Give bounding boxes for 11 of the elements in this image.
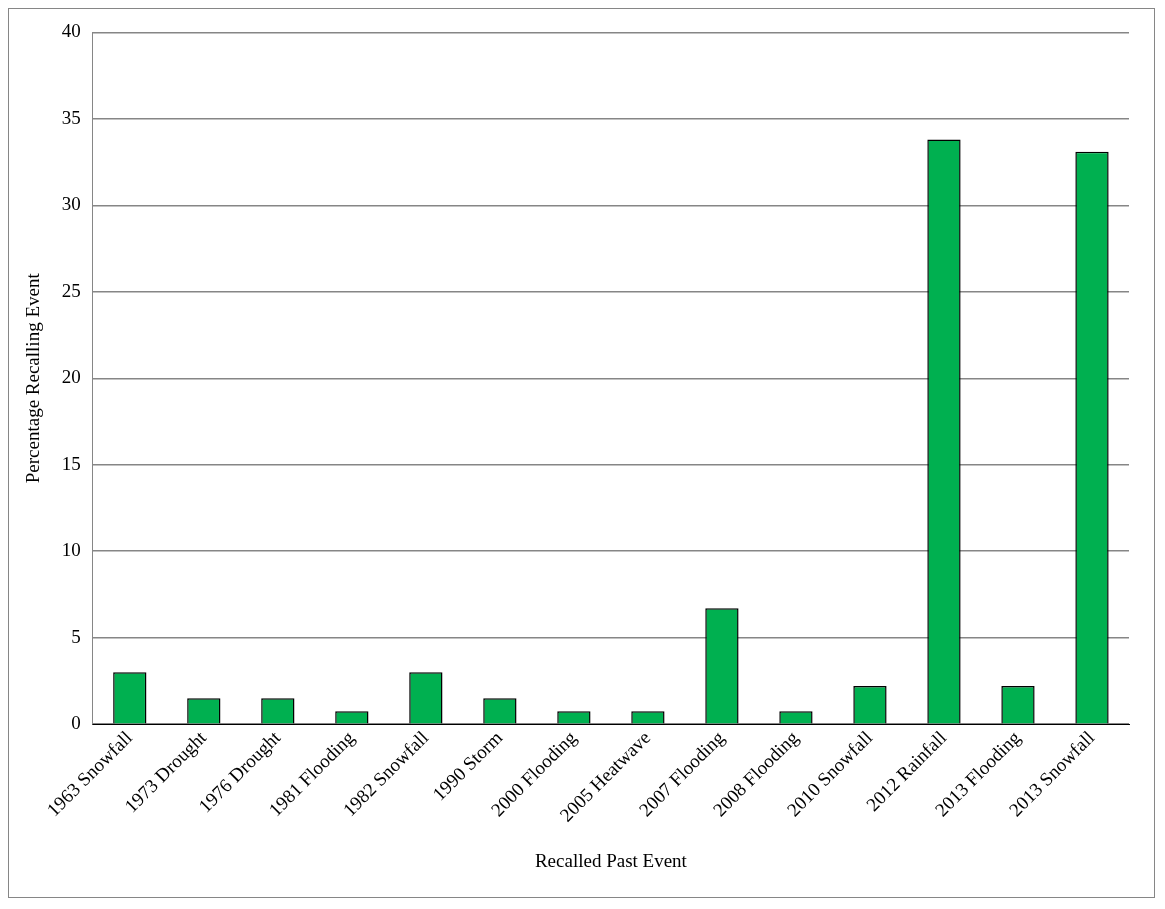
y-tick-label: 40 [61,20,81,42]
y-axis-title: Percentage Recalling Event [22,272,44,484]
y-tick-label: 10 [61,539,81,561]
x-axis-title: Recalled Past Event [534,849,688,871]
y-tick-label: 35 [61,106,81,128]
y-tick-label: 25 [61,279,81,301]
y-tick-label: 0 [71,712,81,734]
y-tick-label: 30 [61,193,81,215]
y-tick-label: 15 [61,452,81,474]
y-tick-label: 5 [71,625,81,647]
y-tick-label: 20 [61,366,81,388]
